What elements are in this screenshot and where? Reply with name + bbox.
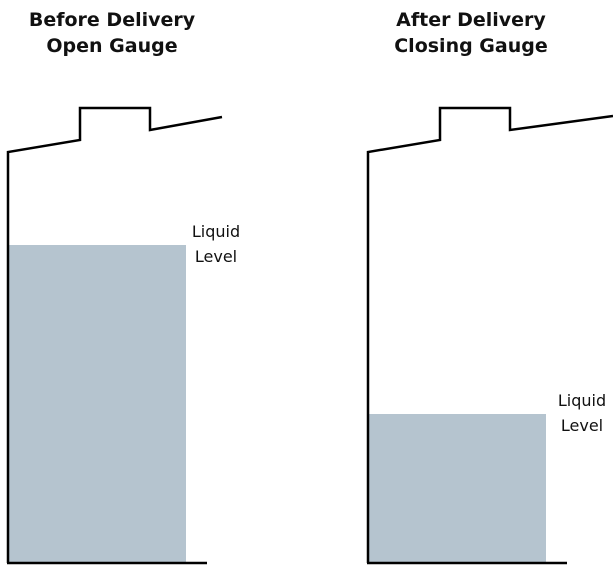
level-label: Liquid: [192, 222, 240, 241]
tank-outline: [366, 106, 613, 563]
level-label: Liquid: [558, 391, 606, 410]
panel-subtitle: Closing Gauge: [394, 35, 548, 57]
tank-panel: After Delivery Closing Gauge Liquid Leve…: [366, 9, 613, 565]
tank-outline: [6, 106, 223, 563]
panel-title: Before Delivery: [29, 9, 196, 31]
liquid: [8, 245, 186, 562]
tank-panel: Before Delivery Open Gauge Liquid Level: [6, 9, 240, 565]
liquid: [368, 414, 546, 562]
panel-title: After Delivery: [396, 9, 546, 31]
level-label: Level: [195, 247, 237, 266]
level-label: Level: [561, 416, 603, 435]
panel-subtitle: Open Gauge: [46, 35, 177, 57]
